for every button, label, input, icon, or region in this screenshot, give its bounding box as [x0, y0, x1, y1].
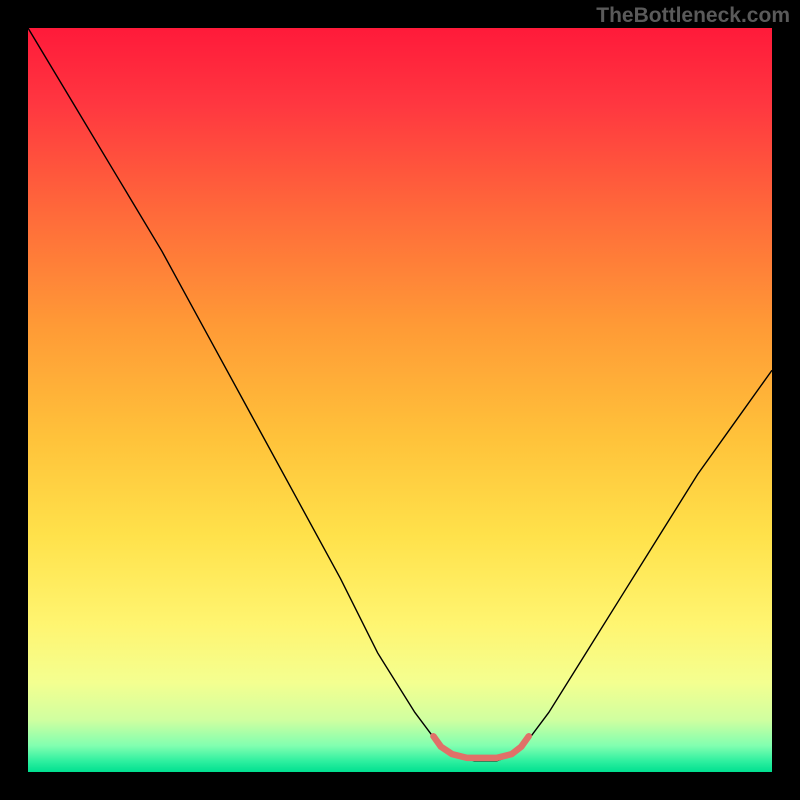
plot-background: [28, 28, 772, 772]
watermark-text: TheBottleneck.com: [596, 4, 790, 28]
bottleneck-chart: TheBottleneck.com: [0, 0, 800, 800]
chart-svg: [0, 0, 800, 800]
